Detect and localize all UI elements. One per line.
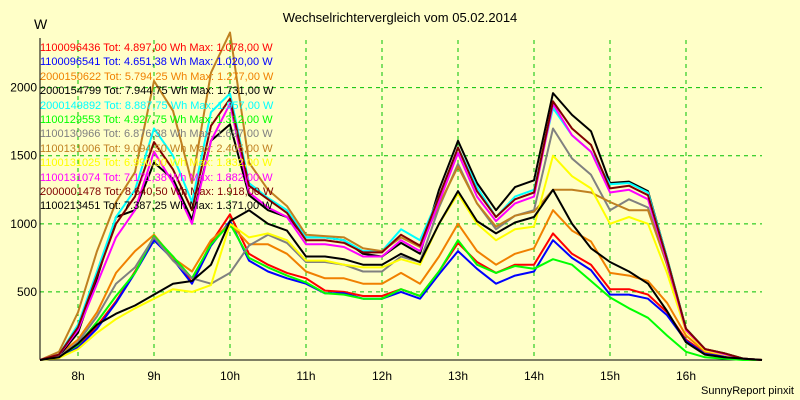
legend-entry-1100131074: 1100131074 Tot: 7.171,38 Wh Max: 1.882,0… [40,171,273,184]
x-tick-label: 16h [676,369,696,383]
x-tick-label: 11h [296,369,315,383]
series-line-2000149892 [39,92,763,361]
y-tick-label: 2000 [10,81,37,95]
series-line-1100131025 [39,154,763,361]
x-tick-label: 12h [372,369,392,383]
legend: 1100096436 Tot: 4.897,00 Wh Max: 1.078,0… [40,41,273,214]
series-line-2000001478 [39,97,763,361]
x-tick-label: 15h [600,369,620,383]
series-line-1100131006 [39,31,763,361]
series-line-1100130966 [39,127,763,361]
x-tick-label: 9h [147,369,160,383]
x-tick-label: 8h [71,369,84,383]
series-line-1100131074 [39,102,763,361]
legend-entry-2000154799: 2000154799 Tot: 7.944,75 Wh Max: 1.731,0… [40,85,274,98]
y-tick-label: 1000 [10,217,37,231]
legend-entry-1100096541: 1100096541 Tot: 4.651,38 Wh Max: 1.020,0… [40,56,273,69]
series-line-1100129553 [39,222,762,361]
legend-entry-1100130966: 1100130966 Tot: 6.876,38 Wh Max: 1.697,0… [40,128,273,141]
y-tick-label: 1500 [10,149,37,163]
series-line-2000154799 [39,92,763,361]
y-axis-unit-label: W [34,16,48,32]
footer-credit: SunnyReport pinxit [701,385,794,397]
series-line-1100213451 [39,188,763,361]
x-tick-label: 14h [524,369,544,383]
series-line-2000150622 [39,209,763,361]
x-tick-label: 10h [220,369,240,383]
legend-entry-1100096436: 1100096436 Tot: 4.897,00 Wh Max: 1.078,0… [40,42,273,54]
legend-entry-1100129553: 1100129553 Tot: 4.927,75 Wh Max: 1.312,0… [40,114,273,127]
legend-entry-2000149892: 2000149892 Tot: 8.887,75 Wh Max: 1.957,0… [40,99,274,112]
legend-entry-2000001478: 2000001478 Tot: 8.640,50 Wh Max: 1.918,0… [40,186,274,199]
y-tick-label: 500 [17,285,37,299]
legend-entry-2000150622: 2000150622 Tot: 5.794,25 Wh Max: 1.277,0… [40,70,274,83]
x-tick-label: 13h [448,369,468,383]
legend-entry-1100213451: 1100213451 Tot: 7.387,25 Wh Max: 1.371,0… [40,200,273,213]
legend-entry-1100131006: 1100131006 Tot: 9.094,50 Wh Max: 2.405,0… [40,142,273,155]
chart-title: Wechselrichtervergleich vom 05.02.2014 [282,10,518,25]
legend-entry-1100131025: 1100131025 Tot: 6.990,00 Wh Max: 1.832,0… [40,157,273,170]
